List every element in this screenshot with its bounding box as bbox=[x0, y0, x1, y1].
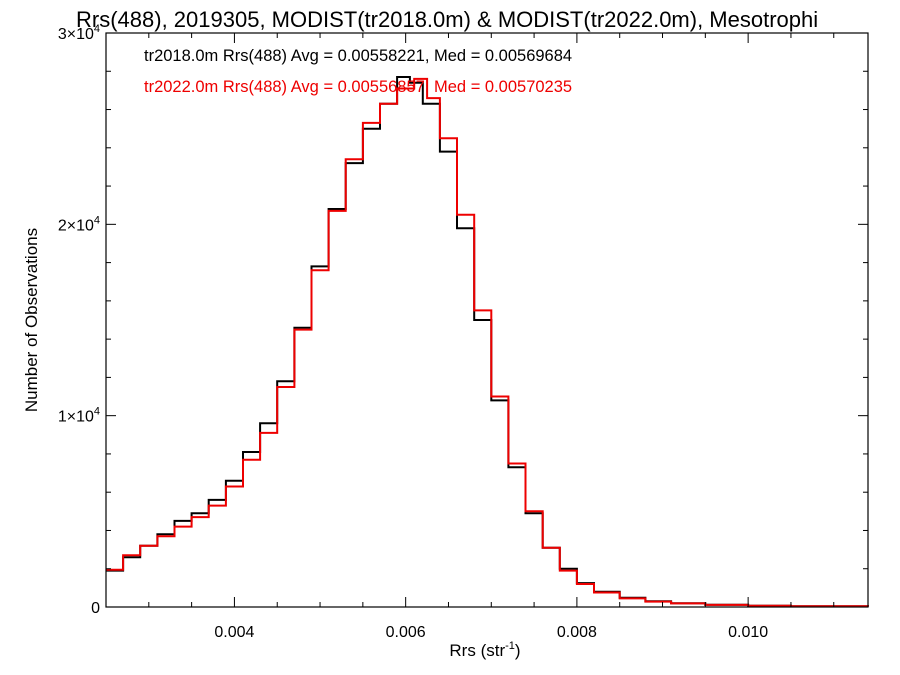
series-line-2 bbox=[106, 77, 869, 608]
y-tick-label: 0 bbox=[91, 600, 100, 617]
x-axis-label: Rrs (str-1) bbox=[449, 640, 520, 660]
y-axis: 0 1×104 2×104 3×104 bbox=[58, 23, 868, 617]
x-tick-label: 0.008 bbox=[557, 624, 597, 641]
y-tick-label: 2×104 bbox=[58, 214, 100, 234]
x-tick-label: 0.006 bbox=[386, 624, 426, 641]
x-tick-label: 0.004 bbox=[214, 624, 254, 641]
y-tick-label: 3×104 bbox=[58, 23, 100, 43]
plot-frame bbox=[105, 32, 869, 608]
series-group bbox=[106, 76, 869, 608]
y-axis-label: Number of Observations bbox=[22, 228, 41, 412]
series-line-1 bbox=[106, 76, 869, 608]
x-tick-label: 0.010 bbox=[728, 624, 768, 641]
legend-entry-1: tr2018.0m Rrs(488) Avg = 0.00558221, Med… bbox=[144, 47, 572, 65]
legend-entry-2: tr2022.0m Rrs(488) Avg = 0.00556857, Med… bbox=[144, 78, 572, 96]
chart-title: Rrs(488), 2019305, MODIST(tr2018.0m) & M… bbox=[76, 7, 818, 32]
x-axis: 0.004 0.006 0.008 0.010 bbox=[105, 33, 835, 641]
y-tick-label: 1×104 bbox=[58, 406, 100, 426]
